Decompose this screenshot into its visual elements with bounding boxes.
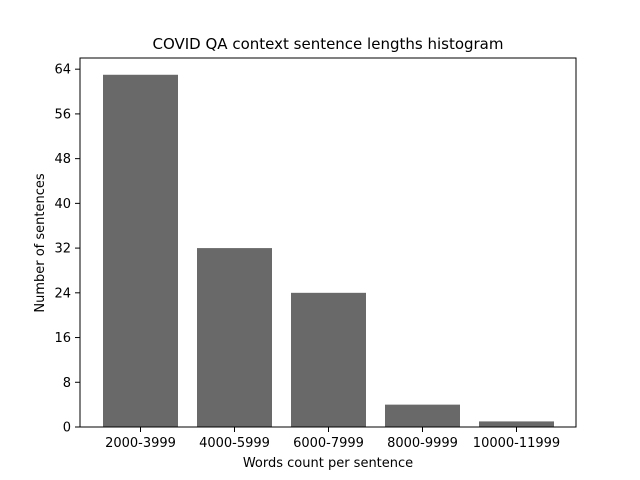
x-axis-label: Words count per sentence [243,456,413,471]
bars-group [103,74,554,427]
y-tick-label: 8 [63,376,71,391]
bar-4000-5999 [197,248,272,427]
y-axis-label: Number of sentences [33,173,48,313]
y-axis: 0 8 16 24 32 40 48 56 64 [54,63,80,436]
x-axis: 2000-3999 4000-5999 6000-7999 8000-9999 1000… [105,427,560,451]
y-tick-label: 24 [54,286,71,301]
x-tick-label: 4000-5999 [199,436,270,451]
bar-6000-7999 [291,292,366,427]
plot-frame [79,57,577,428]
bar-10000-11999 [479,421,554,427]
y-tick-label: 48 [54,152,71,167]
x-tick-label: 8000-9999 [387,436,458,451]
x-tick-label: 10000-11999 [473,436,560,451]
y-tick-label: 64 [54,63,71,78]
x-tick-label: 2000-3999 [105,436,176,451]
y-tick-label: 0 [63,421,71,436]
x-tick-label: 6000-7999 [293,436,364,451]
bar-2000-3999 [103,74,178,427]
y-tick-label: 56 [54,107,71,122]
y-tick-label: 16 [54,331,71,346]
bar-8000-9999 [385,404,460,427]
chart-title: COVID QA context sentence lengths histog… [152,35,503,53]
y-tick-label: 40 [54,197,71,212]
y-tick-label: 32 [54,242,71,257]
